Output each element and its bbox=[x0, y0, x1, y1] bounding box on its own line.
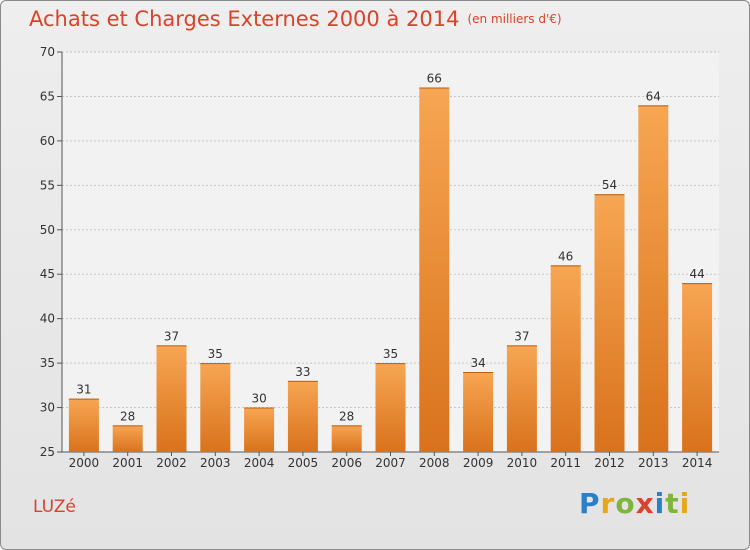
bar-2004 bbox=[244, 407, 275, 452]
logo-letter: i bbox=[654, 487, 666, 520]
bar-2006 bbox=[331, 425, 362, 452]
bar-2014 bbox=[682, 283, 713, 452]
bar-2007 bbox=[375, 363, 406, 452]
value-label-2004: 30 bbox=[251, 392, 266, 406]
value-label-2011: 46 bbox=[558, 249, 573, 263]
value-label-2014: 44 bbox=[689, 267, 704, 281]
value-label-2009: 34 bbox=[470, 356, 485, 370]
x-tick-label-2013: 2013 bbox=[638, 456, 669, 470]
value-label-2001: 28 bbox=[120, 409, 135, 423]
x-tick-label-2008: 2008 bbox=[419, 456, 450, 470]
x-tick-label-2010: 2010 bbox=[507, 456, 538, 470]
chart-title: Achats et Charges Externes 2000 à 2014 bbox=[29, 7, 460, 31]
logo-letter: x bbox=[635, 487, 655, 520]
x-tick-label-2001: 2001 bbox=[112, 456, 143, 470]
y-tick-label: 40 bbox=[40, 312, 55, 326]
value-label-2010: 37 bbox=[514, 329, 529, 343]
bar-2008 bbox=[419, 87, 450, 453]
x-tick-label-2000: 2000 bbox=[69, 456, 100, 470]
value-label-2006: 28 bbox=[339, 409, 354, 423]
value-label-2008: 66 bbox=[427, 72, 442, 86]
x-tick-label-2002: 2002 bbox=[156, 456, 187, 470]
bar-2001 bbox=[112, 425, 143, 452]
x-tick-label-2004: 2004 bbox=[244, 456, 275, 470]
x-tick-label-2014: 2014 bbox=[682, 456, 713, 470]
proxiti-logo: Proxiti bbox=[579, 487, 690, 520]
value-label-2000: 31 bbox=[76, 383, 91, 397]
bar-2000 bbox=[68, 398, 99, 452]
value-label-2005: 33 bbox=[295, 365, 310, 379]
bar-2013 bbox=[638, 105, 669, 452]
logo-letter: t bbox=[665, 487, 680, 520]
logo-letter: o bbox=[615, 487, 636, 520]
logo-letter: P bbox=[579, 487, 601, 520]
x-tick-label-2005: 2005 bbox=[288, 456, 319, 470]
y-tick-label: 45 bbox=[40, 267, 55, 281]
value-label-2013: 64 bbox=[646, 89, 661, 103]
x-tick-label-2011: 2011 bbox=[550, 456, 581, 470]
x-tick-label-2009: 2009 bbox=[463, 456, 494, 470]
y-tick-label: 70 bbox=[40, 45, 55, 59]
value-label-2003: 35 bbox=[208, 347, 223, 361]
bar-2005 bbox=[287, 380, 318, 452]
y-tick-label: 60 bbox=[40, 134, 55, 148]
bar-2010 bbox=[506, 345, 537, 452]
logo-letter: i bbox=[679, 487, 691, 520]
chart-subtitle: (en milliers d'€) bbox=[467, 12, 562, 26]
y-tick-label: 65 bbox=[40, 89, 55, 103]
bar-2003 bbox=[200, 363, 231, 452]
y-tick-label: 55 bbox=[40, 178, 55, 192]
x-tick-label-2003: 2003 bbox=[200, 456, 231, 470]
bar-2011 bbox=[550, 265, 581, 452]
value-label-2012: 54 bbox=[602, 178, 617, 192]
x-tick-label-2006: 2006 bbox=[331, 456, 362, 470]
x-tick-label-2007: 2007 bbox=[375, 456, 406, 470]
value-label-2002: 37 bbox=[164, 329, 179, 343]
x-tick-label-2012: 2012 bbox=[594, 456, 625, 470]
location-name: LUZé bbox=[33, 497, 76, 517]
bar-2012 bbox=[594, 194, 625, 452]
bar-2002 bbox=[156, 345, 187, 452]
title-line: Achats et Charges Externes 2000 à 2014 (e… bbox=[29, 7, 562, 31]
logo-letter: r bbox=[600, 487, 616, 520]
bar-2009 bbox=[463, 372, 494, 452]
value-label-2007: 35 bbox=[383, 347, 398, 361]
y-tick-label: 30 bbox=[40, 401, 55, 415]
y-tick-label: 35 bbox=[40, 356, 55, 370]
y-tick-label: 25 bbox=[40, 445, 55, 459]
y-tick-label: 50 bbox=[40, 223, 55, 237]
